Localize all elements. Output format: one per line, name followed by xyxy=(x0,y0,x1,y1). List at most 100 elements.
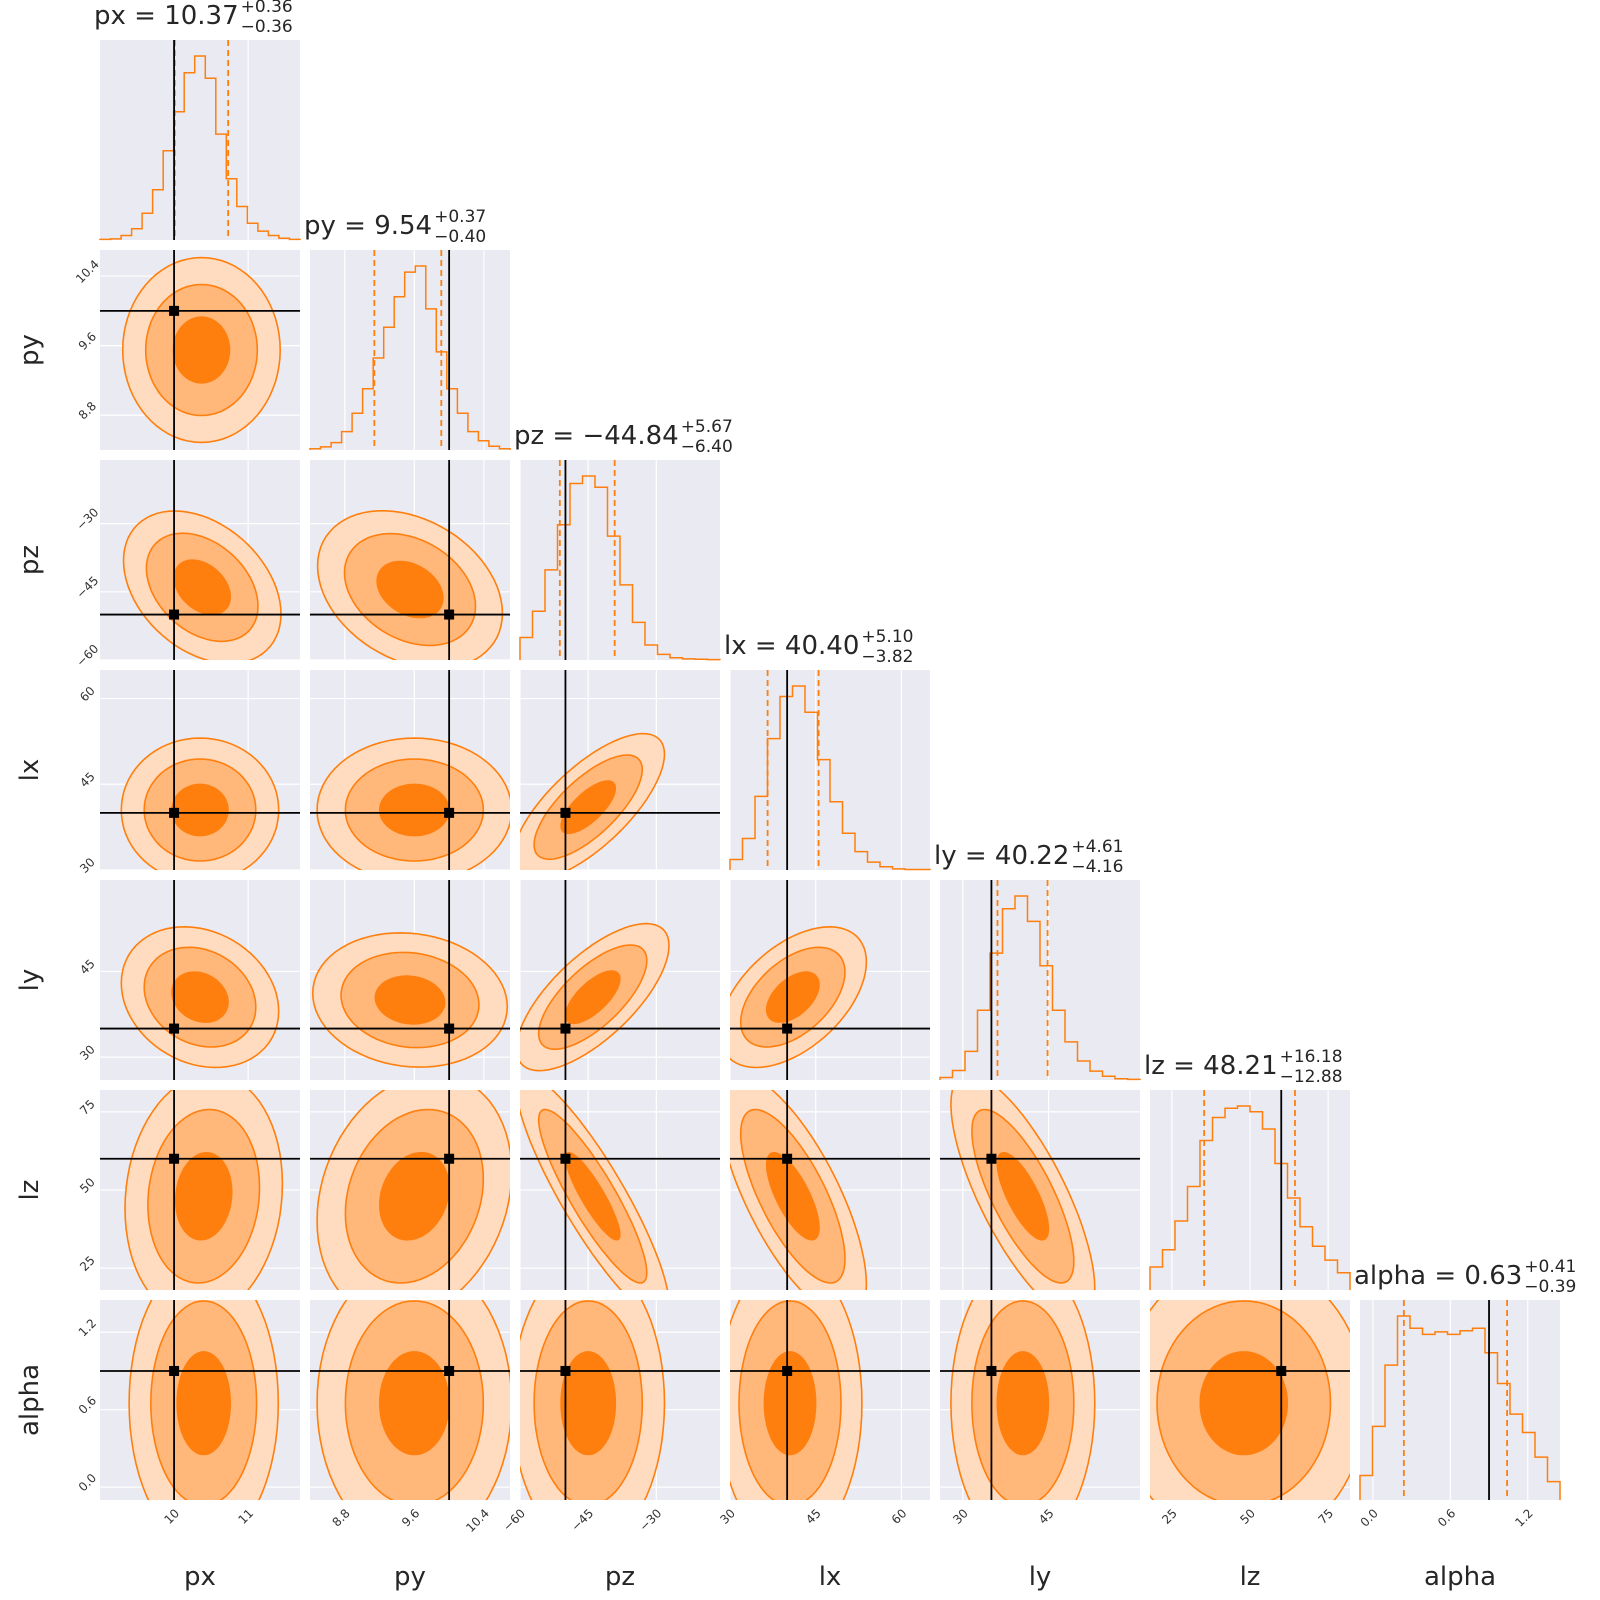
truth-marker xyxy=(169,1023,180,1034)
contour-panel-py-lz xyxy=(310,1090,510,1290)
title-minus-px: −0.36 xyxy=(241,17,293,37)
truth-marker xyxy=(782,1153,793,1164)
truth-marker xyxy=(169,609,180,620)
y-tick-label-pz: −30 xyxy=(74,505,102,533)
contour-panel-pz-lx xyxy=(519,670,720,871)
histogram-pz xyxy=(519,475,721,661)
title-pz: pz = −44.84 xyxy=(514,421,679,451)
truth-marker xyxy=(169,807,180,818)
panel-background xyxy=(310,250,510,450)
y-tick-label-pz: −45 xyxy=(74,573,102,601)
y-axis-label-ly: ly xyxy=(15,969,45,992)
contour-panel-pz-alpha xyxy=(519,1300,720,1500)
x-tick-label-lz: 50 xyxy=(1237,1506,1258,1527)
x-axis-label-lz: lz xyxy=(1240,1562,1261,1592)
x-axis-label-px: px xyxy=(184,1562,216,1592)
title-minus-lz: −12.88 xyxy=(1280,1067,1343,1087)
hist-panel-lx xyxy=(729,670,931,871)
y-tick-label-pz: −60 xyxy=(74,642,102,670)
contour-panel-px-alpha xyxy=(100,1300,300,1500)
y-tick-label-ly: 30 xyxy=(77,1042,98,1063)
y-tick-label-lx: 60 xyxy=(77,684,98,705)
contour-level-3 xyxy=(171,783,229,837)
contour-panel-py-alpha xyxy=(310,1300,510,1500)
contour-panel-px-pz xyxy=(100,460,300,661)
panel-background xyxy=(100,40,300,240)
x-axis-label-alpha: alpha xyxy=(1424,1562,1496,1592)
truth-marker xyxy=(782,1023,793,1034)
contour-panel-lz-alpha xyxy=(1150,1300,1350,1500)
x-tick-label-lx: 30 xyxy=(717,1506,738,1527)
contour-level-3 xyxy=(1199,1351,1289,1456)
y-axis-label-lz: lz xyxy=(15,1180,45,1201)
x-tick-label-lz: 25 xyxy=(1159,1506,1180,1527)
truth-marker xyxy=(444,1365,455,1376)
hist-panel-px xyxy=(99,40,301,241)
contour-panel-pz-ly xyxy=(519,880,720,1080)
truth-marker xyxy=(444,609,455,620)
x-tick-label-px: 11 xyxy=(236,1506,257,1527)
truth-marker xyxy=(986,1365,997,1376)
contour-level-3 xyxy=(171,971,229,1023)
contour-panel-ly-lz xyxy=(940,1090,1140,1290)
contour-level-3 xyxy=(996,1351,1050,1456)
y-tick-label-lz: 25 xyxy=(77,1253,98,1274)
truth-marker xyxy=(444,807,455,818)
x-tick-label-py: 10.4 xyxy=(463,1506,492,1535)
contour-level-3 xyxy=(378,1351,450,1456)
y-tick-label-py: 8.8 xyxy=(76,399,99,422)
y-axis-label-lx: lx xyxy=(15,759,45,782)
contour-level-3 xyxy=(560,1351,617,1456)
contour-panel-py-ly xyxy=(310,880,510,1080)
truth-marker xyxy=(169,1153,180,1164)
histogram-ly xyxy=(939,895,1141,1081)
contour-level-3 xyxy=(376,560,444,619)
contour-level-3 xyxy=(176,1351,232,1456)
title-px: px = 10.37 xyxy=(94,1,239,31)
x-tick-label-alpha: 1.2 xyxy=(1512,1506,1535,1529)
x-axis-label-ly: ly xyxy=(1029,1562,1052,1592)
y-tick-label-lx: 45 xyxy=(77,769,98,790)
x-tick-label-py: 8.8 xyxy=(329,1506,352,1529)
title-ly: ly = 40.22 xyxy=(934,841,1069,871)
title-plus-px: +0.36 xyxy=(241,0,293,17)
hist-panel-lz xyxy=(1149,1090,1351,1290)
truth-marker xyxy=(1276,1365,1287,1376)
x-tick-label-pz: −60 xyxy=(500,1506,528,1534)
y-axis-label-alpha: alpha xyxy=(15,1364,45,1436)
x-tick-label-lx: 60 xyxy=(889,1506,910,1527)
x-tick-label-py: 9.6 xyxy=(399,1506,422,1529)
contour-level-3 xyxy=(172,316,231,384)
x-tick-label-ly: 30 xyxy=(950,1506,971,1527)
title-minus-lx: −3.82 xyxy=(861,647,913,667)
truth-marker xyxy=(444,1023,455,1034)
title-plus-alpha: +0.41 xyxy=(1524,1257,1576,1277)
title-plus-lx: +5.10 xyxy=(861,627,913,647)
contour-level-3 xyxy=(765,1151,820,1241)
contour-panel-lx-alpha xyxy=(729,1300,930,1500)
hist-panel-pz xyxy=(519,460,721,661)
y-axis-label-pz: pz xyxy=(15,545,45,575)
truth-marker xyxy=(560,1153,571,1164)
title-minus-ly: −4.16 xyxy=(1071,857,1123,877)
y-tick-label-ly: 45 xyxy=(77,957,98,978)
title-plus-pz: +5.67 xyxy=(681,417,733,437)
y-tick-label-py: 10.4 xyxy=(73,257,102,286)
truth-marker xyxy=(169,305,180,316)
title-alpha: alpha = 0.63 xyxy=(1354,1261,1522,1291)
y-tick-label-lz: 75 xyxy=(77,1097,98,1118)
histogram-py xyxy=(309,265,511,450)
title-minus-py: −0.40 xyxy=(434,227,486,247)
histogram-alpha xyxy=(1359,1315,1561,1500)
contour-panel-py-pz xyxy=(310,460,510,661)
contour-level-3 xyxy=(174,1151,233,1241)
contour-panel-py-lx xyxy=(310,670,510,871)
hist-panel-ly xyxy=(939,880,1141,1081)
title-minus-alpha: −0.39 xyxy=(1524,1277,1576,1297)
title-plus-ly: +4.61 xyxy=(1071,837,1123,857)
histogram-lz xyxy=(1149,1105,1351,1290)
contour-level-3 xyxy=(374,975,446,1025)
histogram-lx xyxy=(729,685,931,871)
y-tick-label-alpha: 1.2 xyxy=(76,1316,99,1339)
